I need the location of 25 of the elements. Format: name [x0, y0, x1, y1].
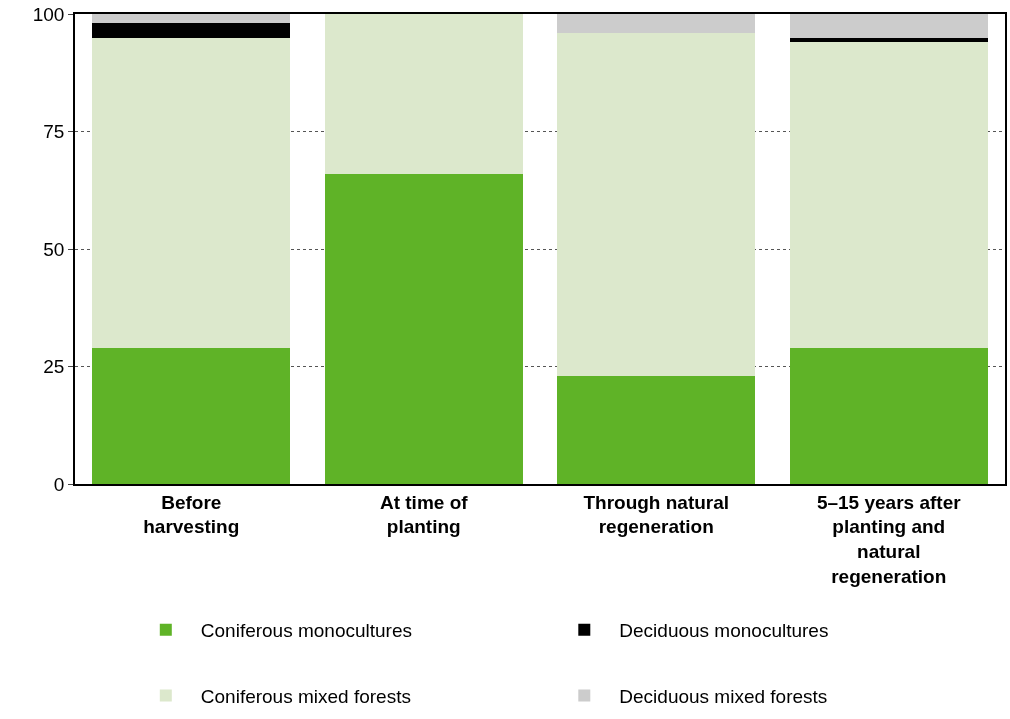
legend-label: Coniferous mixed forests: [200, 685, 411, 707]
bar: [557, 375, 756, 484]
legend-label: Coniferous monocultures: [200, 620, 413, 642]
bar: [92, 37, 291, 348]
y-tick-label: 0: [53, 473, 65, 495]
bar: [557, 32, 756, 376]
y-tick-label: 50: [43, 238, 65, 260]
bar: [789, 14, 988, 38]
x-tick-label: Through natural regeneration: [583, 491, 730, 538]
bar: [92, 23, 291, 38]
y-tick-label: 100: [32, 3, 65, 25]
x-tick-label: 5–15 years after planting and natural regeneration: [816, 491, 962, 587]
y-tick-label: 75: [43, 121, 65, 143]
bar: [789, 347, 988, 484]
bar: [92, 14, 291, 24]
y-tick-label: 25: [43, 356, 65, 378]
bar: [789, 42, 988, 348]
legend-label: Deciduous monocultures: [619, 620, 829, 642]
bar: [557, 14, 756, 33]
bar: [92, 347, 291, 484]
x-tick-label: Before harvesting: [143, 491, 240, 538]
bar: [324, 173, 523, 484]
legend-label: Deciduous mixed forests: [619, 685, 828, 707]
x-tick-label: At time of planting: [379, 491, 469, 538]
bar: [324, 14, 523, 174]
